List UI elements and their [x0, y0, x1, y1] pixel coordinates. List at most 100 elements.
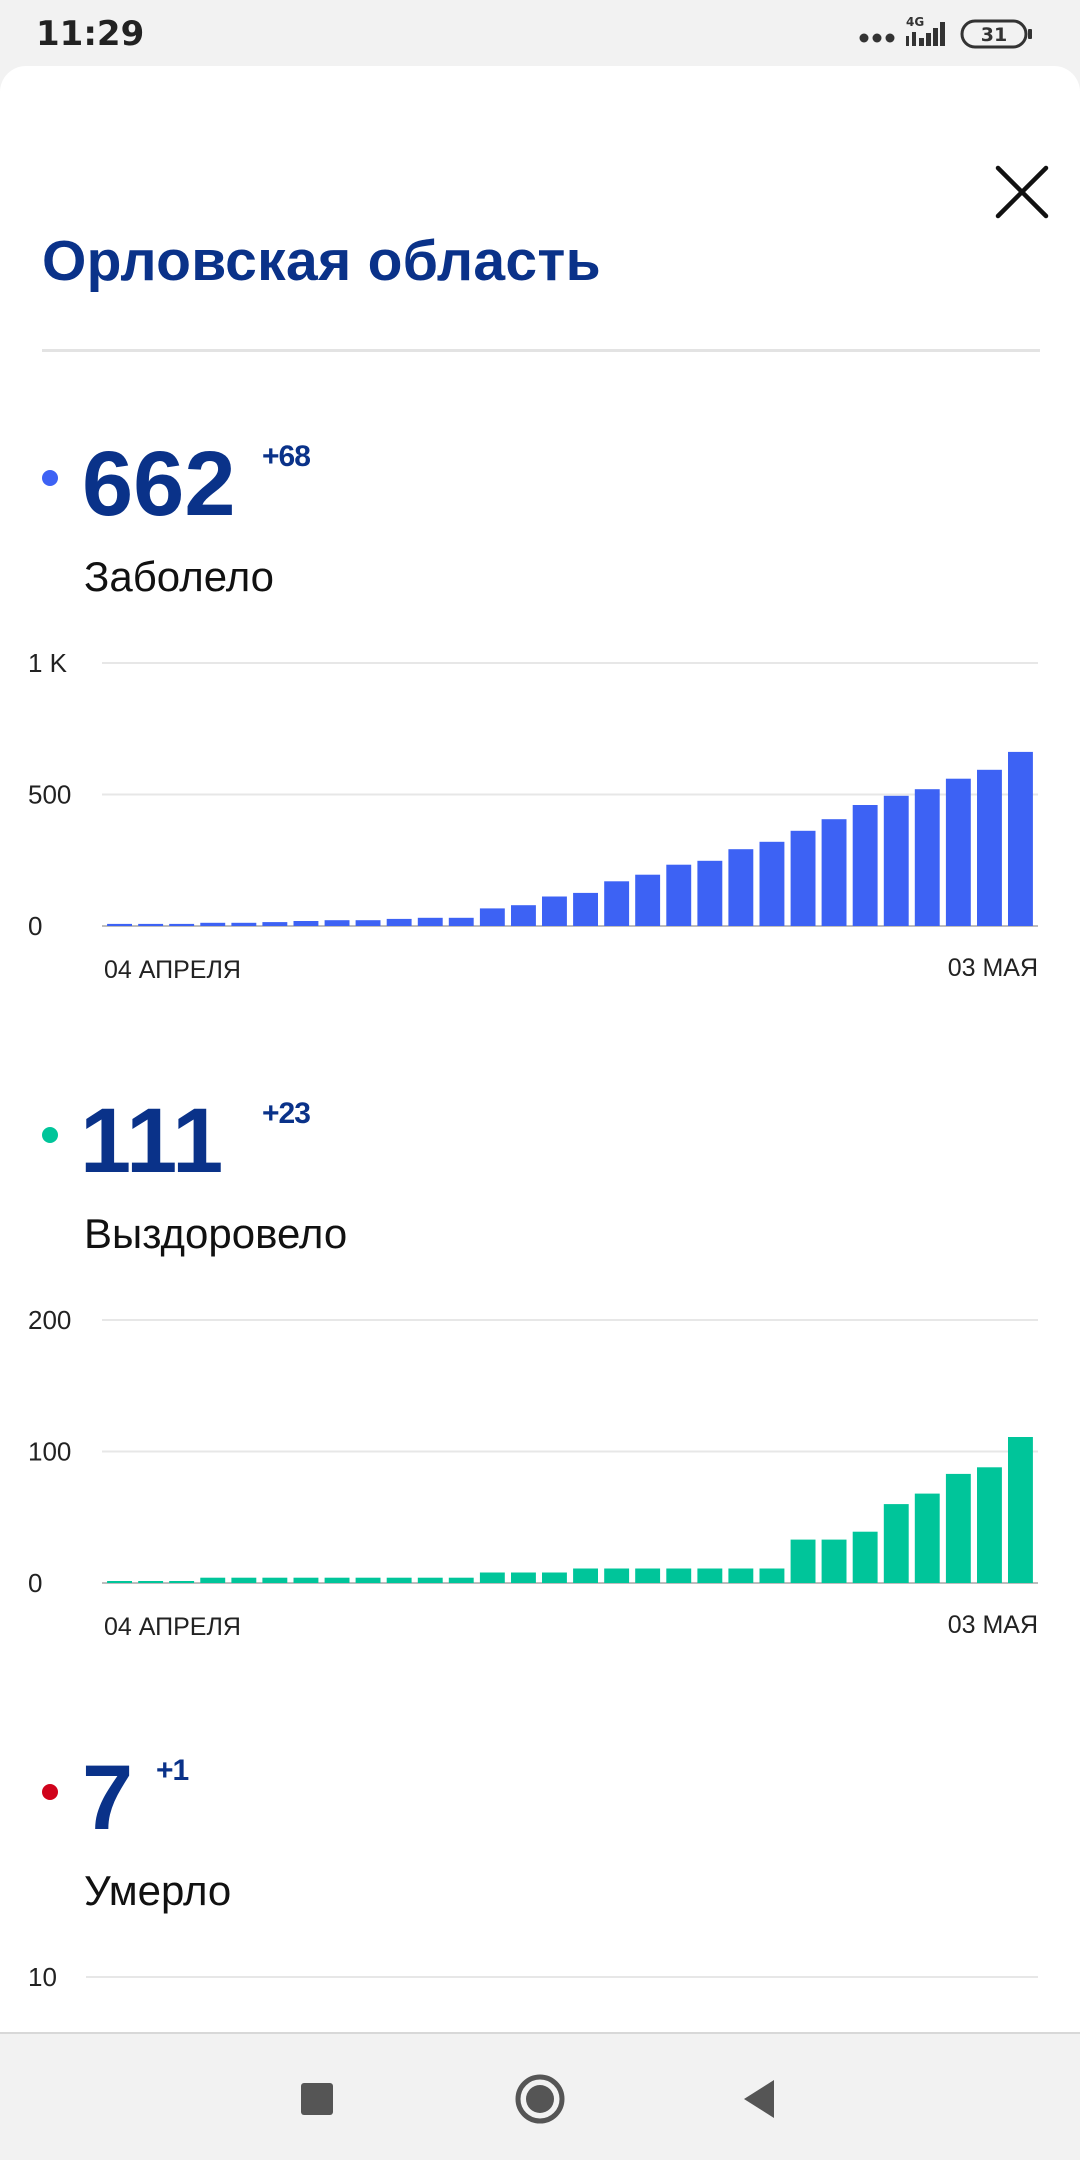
battery-level: 31: [981, 24, 1007, 46]
y-tick-label: 100: [28, 1437, 71, 1467]
x-end-label: 03 МАЯ: [948, 1611, 1038, 1639]
status-icons: 4G 31: [844, 14, 1044, 54]
more-dots-icon: [859, 33, 895, 43]
chart-bar: [604, 1568, 630, 1583]
chart-bar: [355, 1577, 381, 1583]
chart-bar: [355, 920, 381, 926]
cases-delta: +68: [262, 440, 311, 473]
x-end-label: 03 МАЯ: [948, 954, 1038, 982]
cases-value: 662: [82, 433, 236, 535]
cases-chart: 0 500 1 K 04 АПРЕЛЯ 03 МАЯ: [28, 648, 1038, 984]
battery-icon: 31: [960, 19, 1032, 49]
chart-bar: [790, 1539, 816, 1583]
chart-bar: [448, 1577, 474, 1583]
chart-bar: [790, 830, 816, 926]
y-tick-label: 1 K: [28, 648, 68, 678]
chart-bar: [977, 1467, 1002, 1583]
chart-bar: [852, 1531, 878, 1583]
square-icon: [301, 2083, 333, 2115]
chart-bar: [231, 922, 257, 926]
chart-bar: [883, 795, 909, 926]
y-tick-label: 0: [28, 1568, 42, 1598]
deaths-label: Умерло: [84, 1867, 232, 1914]
chart-bar: [169, 1581, 195, 1583]
y-tick-label: 0: [28, 911, 42, 941]
chart-bar: [604, 881, 630, 926]
chart-bar: [821, 1539, 847, 1583]
cases-dot: [42, 470, 58, 486]
signal-icon: 4G: [906, 15, 945, 46]
chart-bar: [107, 1581, 132, 1583]
chart-bar: [542, 1572, 567, 1583]
chart-bar: [200, 922, 226, 926]
chart-bar: [231, 1577, 257, 1583]
divider: [42, 349, 1040, 352]
chart-bar: [169, 923, 195, 926]
chart-bar: [977, 769, 1002, 926]
chart-bar: [821, 819, 847, 926]
x-start-label: 04 АПРЕЛЯ: [104, 1613, 241, 1641]
chart-bar: [759, 841, 785, 926]
system-nav-bar: [0, 2032, 1080, 2160]
chart-bar: [1008, 1437, 1033, 1583]
chart-bar: [293, 921, 319, 926]
chart-bar: [262, 1577, 288, 1583]
chart-bar: [262, 922, 288, 926]
chart-bar: [324, 1577, 350, 1583]
cases-label: Заболело: [84, 553, 275, 600]
chart-bar: [479, 1572, 505, 1583]
chart-bar: [386, 918, 412, 926]
close-icon: [995, 165, 1049, 219]
chart-bar: [852, 805, 878, 926]
chart-bar: [324, 920, 350, 926]
chart-bar: [728, 1568, 754, 1583]
chart-bar: [479, 908, 505, 926]
chart-bar: [293, 1577, 319, 1583]
chart-bar: [511, 1572, 536, 1583]
chart-bar: [883, 1504, 909, 1583]
x-start-label: 04 АПРЕЛЯ: [104, 956, 241, 984]
deaths-delta: +1: [156, 1754, 189, 1787]
chart-bar: [573, 892, 598, 926]
region-sheet: Орловская область 662 +68 Заболело 0 500 1…: [0, 66, 1080, 2032]
recents-button[interactable]: [290, 2072, 344, 2126]
chart-bar: [914, 1493, 940, 1583]
chart-bar: [386, 1577, 412, 1583]
recovered-delta: +23: [262, 1097, 311, 1130]
back-triangle-icon: [744, 2080, 774, 2118]
deaths-chart: 10: [28, 1962, 1038, 1992]
chart-bar: [542, 896, 567, 926]
network-type: 4G: [906, 15, 924, 29]
chart-bar: [914, 789, 940, 926]
close-button[interactable]: [994, 164, 1050, 220]
y-tick-label: 200: [28, 1305, 71, 1335]
chart-bar: [448, 917, 474, 926]
chart-bar: [945, 1473, 971, 1583]
chart-bar: [511, 905, 536, 926]
chart-bar: [635, 1568, 661, 1583]
status-bar: 11:29 4G 31: [0, 0, 1080, 66]
chart-bar: [697, 1568, 723, 1583]
chart-bar: [573, 1568, 598, 1583]
chart-bar: [138, 923, 164, 926]
recovered-label: Выздоровело: [84, 1210, 348, 1257]
chart-bar: [417, 917, 443, 926]
status-time: 11:29: [36, 14, 145, 54]
recovered-dot: [42, 1127, 58, 1143]
home-circle-icon: [515, 2074, 565, 2124]
deaths-dot: [42, 1784, 58, 1800]
recovered-value: 111: [80, 1090, 224, 1192]
chart-bar: [417, 1577, 443, 1583]
back-button[interactable]: [734, 2072, 788, 2126]
chart-bar: [697, 860, 723, 926]
chart-bar: [728, 849, 754, 926]
chart-bar: [666, 864, 692, 926]
chart-bar: [635, 874, 661, 926]
page-title: Орловская область: [42, 229, 601, 293]
recovered-chart: 0 100 200 04 АПРЕЛЯ 03 МАЯ: [28, 1305, 1038, 1641]
chart-bar: [945, 778, 971, 926]
y-tick-label: 500: [28, 780, 71, 810]
home-button[interactable]: [513, 2072, 567, 2126]
chart-bar: [107, 923, 132, 926]
chart-bar: [759, 1568, 785, 1583]
